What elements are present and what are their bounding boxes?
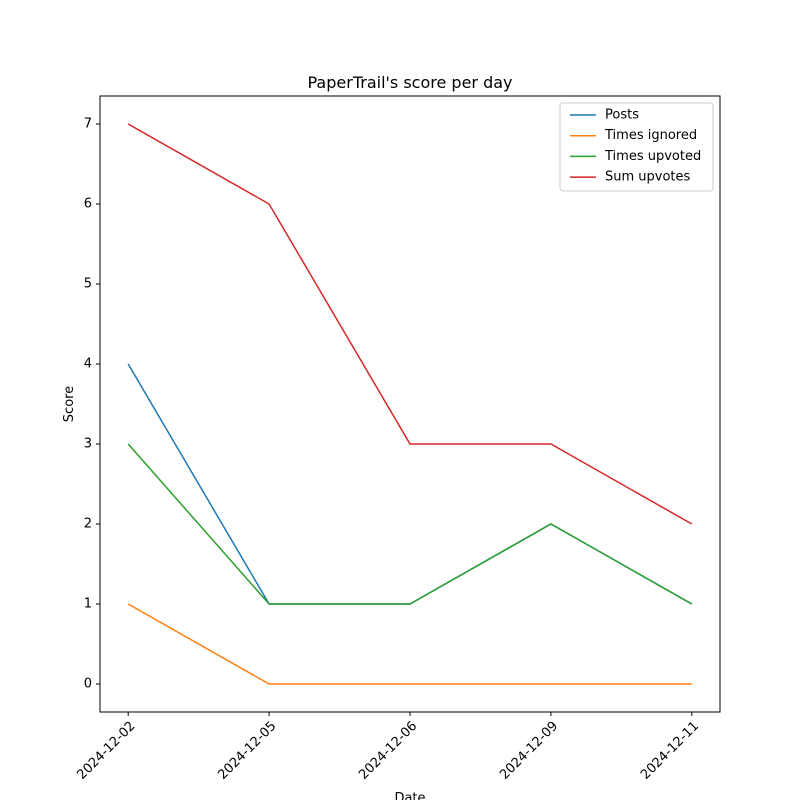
- legend-label: Posts: [605, 108, 639, 123]
- y-tick-label: 1: [84, 597, 92, 612]
- legend-label: Times ignored: [604, 128, 697, 143]
- legend-label: Sum upvotes: [605, 170, 691, 185]
- y-tick-label: 4: [84, 357, 92, 372]
- series-line: [127, 443, 693, 605]
- legend-label: Times upvoted: [604, 149, 701, 164]
- y-axis-label: Score: [62, 386, 77, 422]
- series-line: [127, 603, 692, 685]
- x-axis-label: Date: [394, 791, 425, 800]
- plot-frame: [99, 95, 721, 713]
- y-tick-label: 0: [84, 677, 92, 692]
- legend-box: [559, 102, 714, 192]
- chart-title: PaperTrail's score per day: [308, 73, 513, 92]
- y-tick-label: 6: [84, 197, 92, 212]
- y-tick-label: 7: [84, 117, 92, 132]
- y-tick-label: 5: [84, 277, 92, 292]
- y-tick-label: 2: [84, 517, 92, 532]
- series-line: [127, 123, 693, 525]
- y-tick-label: 3: [84, 437, 92, 452]
